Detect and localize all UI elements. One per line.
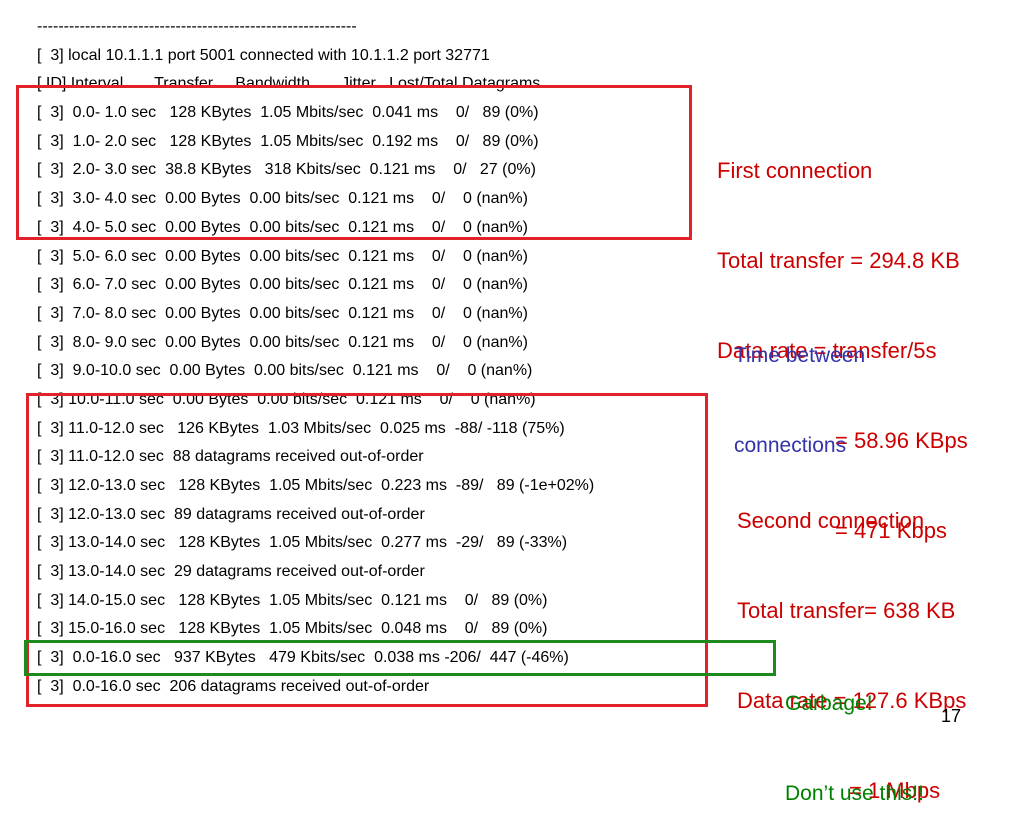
second-connection-title: Second connection [737, 508, 925, 533]
first-connection-total: Total transfer = 294.8 KB [717, 248, 960, 273]
log-line: [ ID] Interval Transfer Bandwidth Jitter… [37, 75, 541, 93]
log-line: [ 3] local 10.1.1.1 port 5001 connected … [37, 46, 490, 64]
time-between-annotation: Time between connections [734, 281, 865, 491]
log-line: [ 3] 11.0-12.0 sec 88 datagrams received… [37, 448, 424, 466]
log-line: [ 3] 7.0- 8.0 sec 0.00 Bytes 0.00 bits/s… [37, 304, 528, 322]
first-connection-annotation: First connection Total transfer = 294.8 … [717, 96, 968, 576]
second-connection-annotation: Second connection Total transfer= 638 KB… [737, 446, 966, 836]
first-connection-rate-kbps: = 58.96 KBps [835, 428, 968, 453]
second-connection-total: Total transfer= 638 KB [737, 598, 956, 623]
log-line: [ 3] 8.0- 9.0 sec 0.00 Bytes 0.00 bits/s… [37, 333, 528, 351]
log-line: [ 3] 12.0-13.0 sec 128 KBytes 1.05 Mbits… [37, 477, 595, 494]
garbage-line2: Don’t use this!! [785, 782, 924, 805]
log-line: [ 3] 4.0- 5.0 sec 0.00 Bytes 0.00 bits/s… [37, 218, 528, 236]
log-line: [ 3] 2.0- 3.0 sec 38.8 KBytes 318 Kbits/… [37, 161, 536, 179]
garbage-annotation: Garbage! Don’t use this!! [785, 629, 924, 839]
first-connection-rate-bits: = 471 Kbps [835, 518, 947, 543]
log-line: [ 3] 14.0-15.0 sec 128 KBytes 1.05 Mbits… [37, 591, 548, 609]
first-connection-highlight-box [16, 85, 692, 240]
page-number: 17 [940, 706, 961, 726]
iperf-log: ----------------------------------------… [37, 13, 737, 702]
log-line: [ 3] 15.0-16.0 sec 128 KBytes 1.05 Mbits… [37, 620, 548, 638]
log-line: [ 3] 13.0-14.0 sec 29 datagrams received… [37, 563, 425, 581]
log-line: [ 3] 0.0-16.0 sec 206 datagrams received… [37, 677, 430, 695]
second-connection-highlight-box [26, 393, 708, 707]
log-line: [ 3] 12.0-13.0 sec 89 datagrams received… [37, 505, 425, 523]
first-connection-rate: Data rate = transfer/5s [717, 338, 937, 363]
log-line: [ 3] 11.0-12.0 sec 126 KBytes 1.03 Mbits… [37, 419, 565, 437]
log-line: [ 3] 1.0- 2.0 sec 128 KBytes 1.05 Mbits/… [37, 132, 539, 150]
log-line: [ 3] 9.0-10.0 sec 0.00 Bytes 0.00 bits/s… [37, 362, 533, 380]
second-connection-rate: Data rate = 127.6 KBps [737, 688, 967, 713]
log-line: [ 3] 0.0- 1.0 sec 128 KBytes 1.05 Mbits/… [37, 104, 539, 122]
log-line: [ 3] 3.0- 4.0 sec 0.00 Bytes 0.00 bits/s… [37, 190, 528, 208]
time-between-line2: connections [734, 434, 847, 457]
log-line: ----------------------------------------… [37, 18, 357, 35]
log-line: [ 3] 5.0- 6.0 sec 0.00 Bytes 0.00 bits/s… [37, 247, 528, 265]
first-connection-title: First connection [717, 158, 873, 183]
log-line: [ 3] 0.0-16.0 sec 937 KBytes 479 Kbits/s… [37, 649, 569, 667]
garbage-line1: Garbage! [785, 692, 873, 715]
garbage-summary-highlight-box [24, 640, 776, 676]
time-between-line1: Time between [734, 344, 866, 367]
log-line: [ 3] 13.0-14.0 sec 128 KBytes 1.05 Mbits… [37, 534, 568, 552]
log-line: [ 3] 6.0- 7.0 sec 0.00 Bytes 0.00 bits/s… [37, 276, 528, 294]
